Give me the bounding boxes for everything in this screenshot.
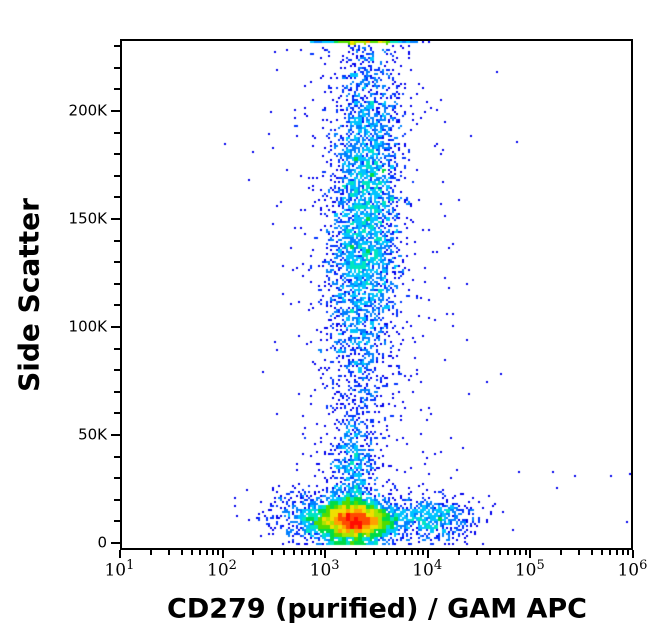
x-axis-minor-tick bbox=[167, 550, 170, 555]
x-axis-minor-tick bbox=[560, 550, 563, 555]
x-axis-minor-tick bbox=[308, 550, 311, 555]
y-axis-minor-tick bbox=[114, 153, 120, 156]
x-axis-tick-label: 106 bbox=[617, 558, 648, 581]
x-axis-major-tick bbox=[426, 550, 429, 558]
y-axis-tick-label: 0 bbox=[97, 533, 107, 552]
x-axis-minor-tick bbox=[319, 550, 322, 555]
x-axis-minor-tick bbox=[373, 550, 376, 555]
y-axis-major-tick bbox=[111, 110, 120, 112]
x-axis-major-tick bbox=[632, 550, 634, 558]
x-axis-minor-tick bbox=[498, 550, 501, 555]
x-axis-minor-tick bbox=[422, 550, 425, 555]
x-axis-minor-tick bbox=[622, 550, 625, 555]
x-axis-minor-tick bbox=[519, 550, 522, 555]
y-axis-tick-label: 100K bbox=[68, 317, 107, 336]
x-axis-minor-tick bbox=[457, 550, 460, 555]
y-axis-minor-tick bbox=[114, 477, 120, 480]
x-axis-minor-tick bbox=[211, 550, 214, 555]
y-axis-major-tick bbox=[111, 434, 120, 436]
x-axis-minor-tick bbox=[488, 550, 491, 555]
y-axis-minor-tick bbox=[114, 520, 120, 523]
x-axis-minor-tick bbox=[252, 550, 255, 555]
x-axis-minor-tick bbox=[293, 550, 296, 555]
y-axis-minor-tick bbox=[114, 347, 120, 350]
x-axis-major-tick bbox=[221, 550, 224, 558]
x-axis-minor-tick bbox=[506, 550, 509, 555]
x-axis-minor-tick bbox=[355, 550, 358, 555]
y-axis-minor-tick bbox=[114, 412, 120, 415]
y-axis-minor-tick bbox=[114, 174, 120, 177]
x-axis-minor-tick bbox=[190, 550, 193, 555]
x-axis-minor-tick bbox=[395, 550, 398, 555]
y-axis-tick-label: 150K bbox=[68, 209, 107, 228]
y-axis-minor-tick bbox=[114, 196, 120, 199]
y-axis-minor-tick bbox=[114, 45, 120, 48]
x-axis-minor-tick bbox=[283, 550, 286, 555]
x-axis-minor-tick bbox=[601, 550, 604, 555]
y-axis-minor-tick bbox=[114, 88, 120, 91]
y-axis-major-tick bbox=[111, 326, 120, 328]
y-axis-minor-tick bbox=[114, 282, 120, 285]
y-axis-minor-tick bbox=[114, 239, 120, 242]
x-axis-minor-tick bbox=[198, 550, 201, 555]
x-axis-minor-tick bbox=[475, 550, 478, 555]
x-axis-tick-label: 103 bbox=[309, 558, 340, 581]
x-axis-minor-tick bbox=[609, 550, 612, 555]
y-axis-title: Side Scatter bbox=[12, 198, 46, 392]
x-axis-tick-label: 101 bbox=[104, 558, 135, 581]
x-axis-major-tick bbox=[529, 550, 532, 558]
x-axis-minor-tick bbox=[627, 550, 630, 555]
x-axis-tick-label: 102 bbox=[207, 558, 237, 581]
x-axis-tick-label: 105 bbox=[514, 558, 545, 581]
x-axis-minor-tick bbox=[410, 550, 413, 555]
x-axis-minor-tick bbox=[301, 550, 304, 555]
x-axis-minor-tick bbox=[513, 550, 516, 555]
x-axis-minor-tick bbox=[416, 550, 419, 555]
y-axis-minor-tick bbox=[114, 498, 120, 501]
x-axis-major-tick bbox=[119, 550, 121, 558]
density-scatter-canvas bbox=[122, 41, 631, 548]
x-axis-minor-tick bbox=[616, 550, 619, 555]
y-axis-major-tick bbox=[111, 542, 120, 544]
y-axis-tick-label: 200K bbox=[68, 101, 107, 120]
y-axis-minor-tick bbox=[114, 455, 120, 458]
x-axis-minor-tick bbox=[524, 550, 527, 555]
y-axis-major-tick bbox=[111, 218, 120, 220]
y-axis-minor-tick bbox=[114, 66, 120, 69]
x-axis-minor-tick bbox=[149, 550, 152, 555]
x-axis-minor-tick bbox=[270, 550, 273, 555]
x-axis-minor-tick bbox=[591, 550, 594, 555]
y-axis-minor-tick bbox=[114, 304, 120, 307]
x-axis-minor-tick bbox=[314, 550, 317, 555]
x-axis-major-tick bbox=[324, 550, 327, 558]
x-axis-minor-tick bbox=[385, 550, 388, 555]
x-axis-minor-tick bbox=[180, 550, 183, 555]
x-axis-minor-tick bbox=[216, 550, 219, 555]
x-axis-title: CD279 (purified) / GAM APC bbox=[167, 593, 587, 625]
x-axis-tick-label: 104 bbox=[412, 558, 443, 581]
y-axis-minor-tick bbox=[114, 369, 120, 372]
x-axis-minor-tick bbox=[205, 550, 208, 555]
x-axis-minor-tick bbox=[578, 550, 581, 555]
y-axis-minor-tick bbox=[114, 131, 120, 134]
y-axis-minor-tick bbox=[114, 261, 120, 264]
x-axis-minor-tick bbox=[404, 550, 407, 555]
y-axis-minor-tick bbox=[114, 390, 120, 393]
y-axis-tick-label: 50K bbox=[78, 425, 107, 444]
